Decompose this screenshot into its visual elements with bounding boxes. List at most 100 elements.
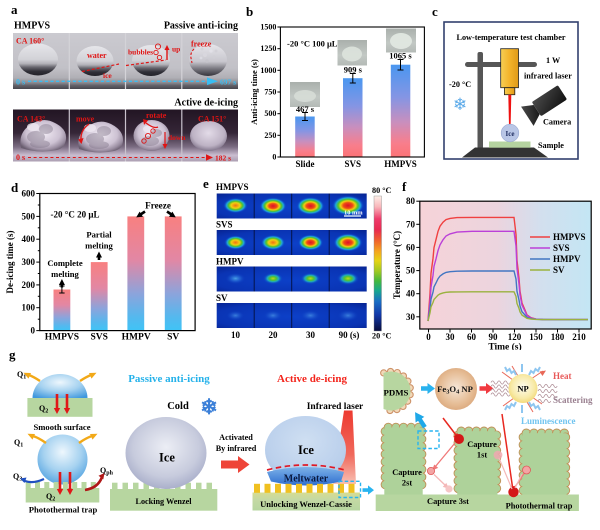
svg-text:30: 30 — [306, 330, 316, 340]
svg-text:0 s: 0 s — [16, 78, 25, 87]
svg-text:Photothermal trap: Photothermal trap — [506, 502, 573, 511]
svg-text:250: 250 — [264, 131, 276, 140]
svg-text:50: 50 — [406, 266, 416, 276]
svg-text:1250: 1250 — [260, 44, 276, 53]
svg-text:Fe3O4 NP: Fe3O4 NP — [437, 384, 473, 396]
svg-text:20 °C: 20 °C — [372, 332, 392, 341]
svg-text:600: 600 — [22, 189, 36, 199]
svg-text:Slide: Slide — [295, 159, 314, 169]
svg-text:Partial: Partial — [86, 230, 112, 240]
svg-text:Ice: Ice — [298, 443, 314, 457]
svg-text:180: 180 — [551, 332, 565, 342]
svg-text:Luminescence: Luminescence — [521, 416, 576, 426]
svg-text:0: 0 — [426, 332, 431, 342]
svg-text:90 (s): 90 (s) — [339, 330, 360, 340]
svg-text:Unlocking Wenzel-Cassie: Unlocking Wenzel-Cassie — [260, 499, 352, 509]
svg-text:rotate: rotate — [146, 111, 167, 120]
svg-text:Locking Wenzel: Locking Wenzel — [135, 497, 192, 506]
svg-text:Q2: Q2 — [39, 404, 48, 415]
svg-text:melting: melting — [85, 241, 113, 251]
svg-text:Q1: Q1 — [17, 370, 26, 381]
svg-text:Q1: Q1 — [14, 438, 23, 449]
svg-text:freeze: freeze — [191, 40, 212, 49]
svg-text:Low-temperature test chamber: Low-temperature test chamber — [457, 33, 566, 42]
svg-text:Scattering: Scattering — [553, 395, 593, 405]
svg-text:Time (s): Time (s) — [488, 342, 521, 351]
svg-text:down: down — [168, 133, 186, 142]
svg-text:300: 300 — [22, 257, 36, 267]
svg-text:-20 °C: -20 °C — [449, 80, 471, 89]
svg-text:467 s: 467 s — [296, 104, 315, 114]
svg-text:Camera: Camera — [543, 118, 571, 127]
svg-text:CA 143°: CA 143° — [17, 115, 45, 124]
svg-text:210: 210 — [572, 332, 586, 342]
svg-text:melting: melting — [51, 269, 79, 279]
svg-text:Ice: Ice — [506, 130, 515, 138]
svg-text:Ice: Ice — [159, 451, 175, 465]
svg-text:Active de-icing: Active de-icing — [277, 373, 347, 385]
svg-text:60: 60 — [467, 332, 477, 342]
svg-text:1500: 1500 — [260, 23, 276, 32]
svg-text:Q3: Q3 — [13, 472, 22, 483]
svg-text:150: 150 — [529, 332, 543, 342]
svg-text:SVS: SVS — [90, 333, 107, 343]
svg-text:0: 0 — [31, 326, 36, 336]
svg-text:Anti-icing time (s): Anti-icing time (s) — [249, 59, 259, 125]
svg-text:Activated: Activated — [219, 433, 253, 442]
svg-text:120: 120 — [508, 332, 522, 342]
svg-text:60: 60 — [406, 242, 416, 252]
svg-text:❄: ❄ — [200, 395, 218, 419]
svg-text:10 mm: 10 mm — [344, 210, 363, 217]
svg-text:909 s: 909 s — [344, 65, 363, 75]
svg-text:1065 s: 1065 s — [389, 51, 412, 61]
svg-text:Sample: Sample — [538, 141, 564, 150]
svg-text:1st: 1st — [477, 451, 487, 460]
svg-text:20: 20 — [269, 330, 279, 340]
svg-text:80 °C: 80 °C — [372, 186, 392, 195]
svg-text:Passive anti-icing: Passive anti-icing — [164, 21, 238, 32]
svg-text:90: 90 — [489, 332, 499, 342]
svg-text:40: 40 — [406, 289, 416, 299]
svg-text:HMPVS: HMPVS — [384, 159, 417, 169]
svg-text:500: 500 — [264, 109, 276, 118]
svg-text:Heat: Heat — [553, 371, 572, 381]
svg-text:70: 70 — [406, 219, 416, 229]
svg-text:Capture 3st: Capture 3st — [427, 497, 469, 506]
svg-text:Smooth surface: Smooth surface — [33, 422, 90, 432]
svg-text:10: 10 — [231, 330, 241, 340]
svg-text:up: up — [172, 45, 180, 54]
svg-text:0: 0 — [272, 153, 276, 162]
svg-text:NP: NP — [517, 384, 528, 394]
svg-text:Passive anti-icing: Passive anti-icing — [128, 373, 210, 385]
svg-text:697 s: 697 s — [220, 78, 236, 87]
svg-text:30: 30 — [446, 332, 456, 342]
svg-text:80: 80 — [406, 196, 416, 206]
svg-text:Active de-icing: Active de-icing — [174, 98, 238, 109]
svg-text:HMPVS: HMPVS — [553, 232, 586, 242]
svg-text:0 s: 0 s — [16, 153, 25, 162]
svg-text:Temperature (°C): Temperature (°C) — [392, 231, 402, 299]
svg-text:400: 400 — [22, 234, 36, 244]
svg-text:bubbles: bubbles — [128, 48, 153, 57]
svg-text:ice: ice — [103, 71, 112, 80]
svg-text:HMPVS: HMPVS — [216, 182, 249, 192]
svg-text:HMPV: HMPV — [216, 257, 244, 267]
svg-text:Q2: Q2 — [46, 492, 55, 503]
svg-text:-20 °C 20 μL: -20 °C 20 μL — [51, 210, 100, 220]
svg-text:water: water — [87, 51, 107, 60]
svg-text:SV: SV — [553, 265, 565, 275]
svg-text:CA 160°: CA 160° — [16, 37, 44, 46]
svg-text:750: 750 — [264, 88, 276, 97]
svg-text:HMPV: HMPV — [122, 333, 151, 343]
svg-text:PDMS: PDMS — [384, 388, 409, 398]
svg-text:Freeze: Freeze — [145, 201, 171, 211]
svg-text:move: move — [76, 115, 95, 124]
svg-text:Cold: Cold — [167, 401, 189, 412]
svg-text:30: 30 — [406, 312, 416, 322]
svg-text:Capture: Capture — [392, 468, 422, 477]
svg-text:HMPVS: HMPVS — [45, 333, 79, 343]
svg-text:Meltwater: Meltwater — [284, 474, 329, 485]
svg-text:Infrared laser: Infrared laser — [307, 402, 364, 412]
svg-text:182 s: 182 s — [215, 154, 231, 163]
svg-text:200: 200 — [22, 280, 36, 290]
